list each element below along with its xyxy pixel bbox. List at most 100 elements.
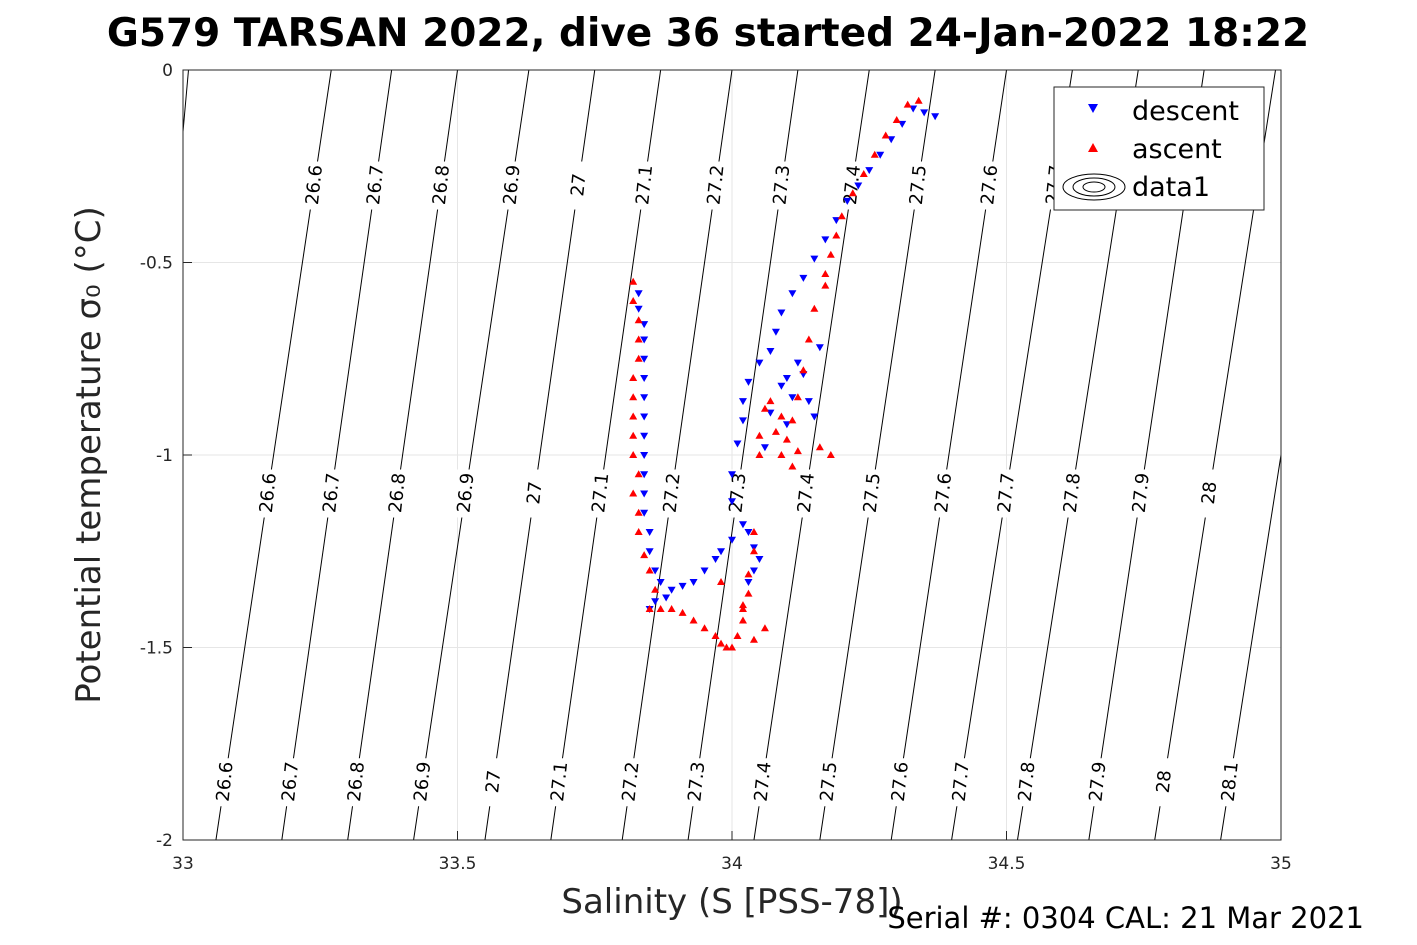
legend-ascent-label: ascent — [1132, 134, 1222, 165]
contour-label-bg — [386, 469, 409, 518]
ascent-point — [634, 528, 643, 535]
x-tick-label: 34 — [721, 854, 743, 874]
x-tick-label: 35 — [1270, 854, 1292, 874]
ascent-point — [711, 631, 720, 639]
ascent-point — [755, 451, 764, 458]
contour-label: 27.4 — [840, 164, 865, 206]
contour-label-bg — [619, 758, 642, 807]
contour-label-bg — [949, 758, 972, 807]
contour-label: 28 — [1198, 480, 1221, 505]
descent-point — [744, 529, 753, 536]
contour-label-bg — [794, 469, 817, 518]
ascent-point — [793, 447, 802, 455]
contour-label: 26.8 — [385, 472, 410, 514]
descent-point — [645, 529, 654, 536]
contour-label-bg — [906, 161, 929, 210]
ascent-point — [651, 585, 660, 593]
contour-label: 27.4 — [794, 472, 819, 514]
ascent-point — [859, 169, 868, 177]
contour-label-bg — [770, 161, 793, 210]
descent-point — [744, 579, 753, 587]
contour-label: 27.8 — [1015, 761, 1040, 803]
y-tick-label: -1.5 — [140, 639, 173, 659]
ascent-point — [788, 416, 797, 424]
ascent-point — [821, 270, 830, 278]
contour-label-bg — [589, 469, 612, 518]
descent-point — [640, 375, 649, 382]
descent-point — [738, 398, 747, 406]
ascent-points — [629, 96, 923, 651]
ascent-point — [832, 231, 841, 239]
contour-label-bg — [660, 469, 683, 518]
contour-label-bg — [1129, 469, 1152, 518]
descent-point — [931, 113, 940, 121]
contour-label-bg — [1015, 758, 1038, 807]
contour-label: 27.6 — [888, 761, 913, 803]
contour-label-bg — [302, 161, 325, 210]
contour-label: 26.6 — [256, 472, 281, 514]
ascent-point — [738, 616, 747, 624]
y-axis-label: Potential temperature σ₀ (°C) — [69, 206, 109, 704]
ascent-point — [634, 470, 643, 478]
descent-point — [733, 440, 742, 448]
descent-point — [640, 336, 649, 344]
contour-label: 26.9 — [500, 164, 525, 206]
contour-label: 27.7 — [994, 472, 1019, 514]
contour-label-bg — [523, 469, 546, 518]
descent-point — [771, 328, 780, 336]
contour-label-bg — [344, 758, 367, 807]
ascent-point — [656, 605, 665, 612]
ascent-point — [777, 412, 786, 420]
descent-point — [854, 182, 863, 190]
ascent-point — [629, 431, 638, 439]
descent-point — [782, 375, 791, 382]
ascent-point — [771, 427, 780, 435]
descent-point — [717, 548, 726, 556]
contour-label-bg — [1198, 469, 1221, 518]
descent-point — [843, 197, 852, 205]
contour-label-bg — [256, 469, 279, 518]
descent-point — [640, 471, 649, 479]
ascent-point — [640, 551, 649, 559]
descent-point — [656, 579, 665, 587]
ascent-point — [848, 189, 857, 197]
ascent-point — [749, 547, 758, 555]
descent-point — [749, 567, 758, 575]
ascent-point — [728, 643, 736, 651]
ascent-point — [629, 451, 638, 458]
contour-label-bg — [994, 469, 1017, 518]
contour-label-bg — [411, 758, 434, 807]
descent-point — [711, 555, 720, 563]
contour-label-bg — [500, 161, 523, 210]
contour-label-bg — [704, 161, 727, 210]
descent-point — [788, 290, 797, 298]
ascent-point — [629, 412, 638, 420]
contour-label-bg — [888, 758, 911, 807]
ascent-point — [678, 608, 687, 616]
contour-label: 26.9 — [410, 761, 435, 803]
contour-label: 26.7 — [363, 164, 388, 206]
contour-label-bg — [1060, 469, 1083, 518]
descent-point — [728, 536, 736, 544]
ascent-point — [667, 605, 676, 612]
descent-points — [634, 105, 940, 613]
contour-label-bg — [1218, 758, 1241, 807]
contour-label: 26.9 — [453, 472, 478, 514]
descent-point — [662, 594, 671, 602]
ascent-point — [914, 96, 923, 104]
ascent-point — [738, 601, 747, 609]
descent-point — [700, 567, 709, 575]
descent-point — [760, 444, 769, 452]
ascent-point — [634, 316, 643, 324]
contour-label-bg — [817, 758, 840, 807]
density-contour-line — [182, 69, 189, 132]
ascent-point — [629, 489, 638, 497]
ascent-point — [744, 589, 753, 597]
descent-point — [640, 509, 649, 517]
contour-label: 27.5 — [860, 472, 885, 514]
y-tick-label: -0.5 — [140, 254, 173, 274]
descent-point — [640, 452, 649, 459]
chart-title: G579 TARSAN 2022, dive 36 started 24-Jan… — [107, 11, 1309, 56]
contour-label-bg — [482, 758, 505, 807]
ascent-point — [722, 643, 731, 651]
